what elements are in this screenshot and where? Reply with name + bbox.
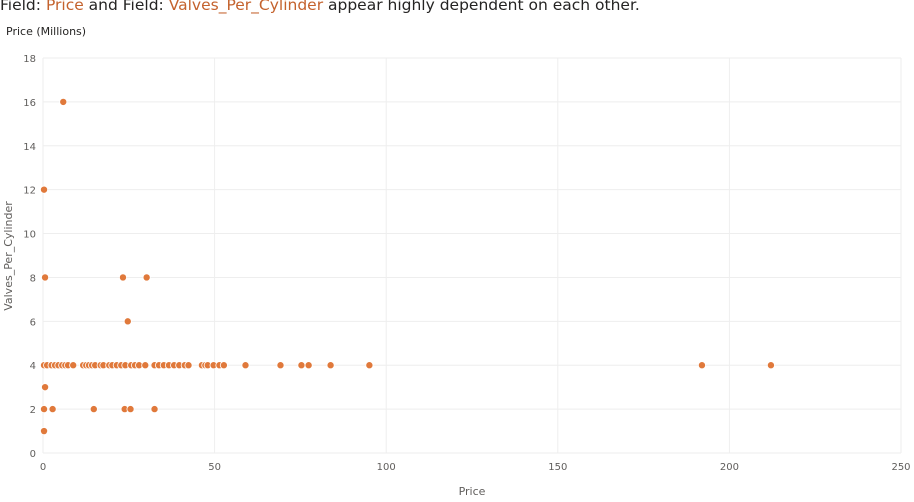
y-axis-title: Valves_Per_Cylinder — [2, 201, 15, 311]
scatter-point[interactable] — [126, 405, 135, 414]
x-tick-label: 150 — [548, 462, 567, 473]
y-tick-label: 16 — [23, 98, 36, 109]
scatter-point[interactable] — [766, 361, 775, 370]
y-tick-label: 18 — [23, 54, 36, 65]
headline-prefix-1: Field: — [0, 0, 46, 14]
y-tick-label: 4 — [30, 361, 36, 372]
x-axis-ticks: 0 50 100 150 200 250 — [40, 462, 911, 473]
x-tick-label: 250 — [891, 462, 910, 473]
scatter-point[interactable] — [304, 361, 313, 370]
scatter-point[interactable] — [141, 361, 150, 370]
scatter-point[interactable] — [40, 427, 49, 436]
scatter-point[interactable] — [326, 361, 335, 370]
scatter-point[interactable] — [41, 273, 50, 282]
insight-headline: Field: Price and Field: Valves_Per_Cylin… — [0, 0, 640, 14]
scatter-point[interactable] — [150, 405, 159, 414]
headline-suffix: appear highly dependent on each other. — [323, 0, 640, 14]
headline-field-1[interactable]: Price — [45, 0, 84, 14]
y-axis-ticks: 0 2 4 6 8 10 12 14 16 18 — [23, 54, 36, 460]
headline-mid: and Field: — [83, 0, 169, 14]
scatter-point[interactable] — [59, 97, 68, 106]
y-tick-label: 10 — [23, 230, 36, 241]
headline-field-2[interactable]: Valves_Per_Cylinder — [168, 0, 324, 14]
x-tick-label: 200 — [720, 462, 739, 473]
data-points[interactable] — [40, 97, 775, 436]
scatter-point[interactable] — [123, 317, 132, 326]
scatter-point[interactable] — [40, 185, 49, 194]
scatter-point[interactable] — [48, 405, 57, 414]
gridlines — [42, 57, 902, 454]
x-tick-label: 100 — [377, 462, 396, 473]
scatter-point[interactable] — [142, 273, 151, 282]
scatter-point[interactable] — [297, 361, 306, 370]
scatter-point[interactable] — [40, 405, 49, 414]
scatter-point[interactable] — [697, 361, 706, 370]
y-tick-label: 12 — [23, 186, 36, 197]
y-tick-label: 8 — [30, 273, 36, 284]
scatter-point[interactable] — [118, 273, 127, 282]
scatter-point[interactable] — [69, 361, 78, 370]
x-tick-label: 50 — [208, 462, 221, 473]
x-tick-label: 0 — [40, 462, 46, 473]
scatter-point[interactable] — [365, 361, 374, 370]
scatter-point[interactable] — [89, 405, 98, 414]
y-tick-label: 14 — [23, 142, 36, 153]
scatter-point[interactable] — [184, 361, 193, 370]
value-unit-label: Price (Millions) — [6, 25, 87, 38]
scatter-point[interactable] — [276, 361, 285, 370]
y-tick-label: 0 — [30, 449, 36, 460]
scatter-point[interactable] — [241, 361, 250, 370]
scatter-point[interactable] — [41, 383, 50, 392]
y-tick-label: 6 — [30, 317, 36, 328]
x-axis-title: Price — [459, 485, 486, 498]
scatter-point[interactable] — [219, 361, 228, 370]
y-tick-label: 2 — [30, 405, 36, 416]
